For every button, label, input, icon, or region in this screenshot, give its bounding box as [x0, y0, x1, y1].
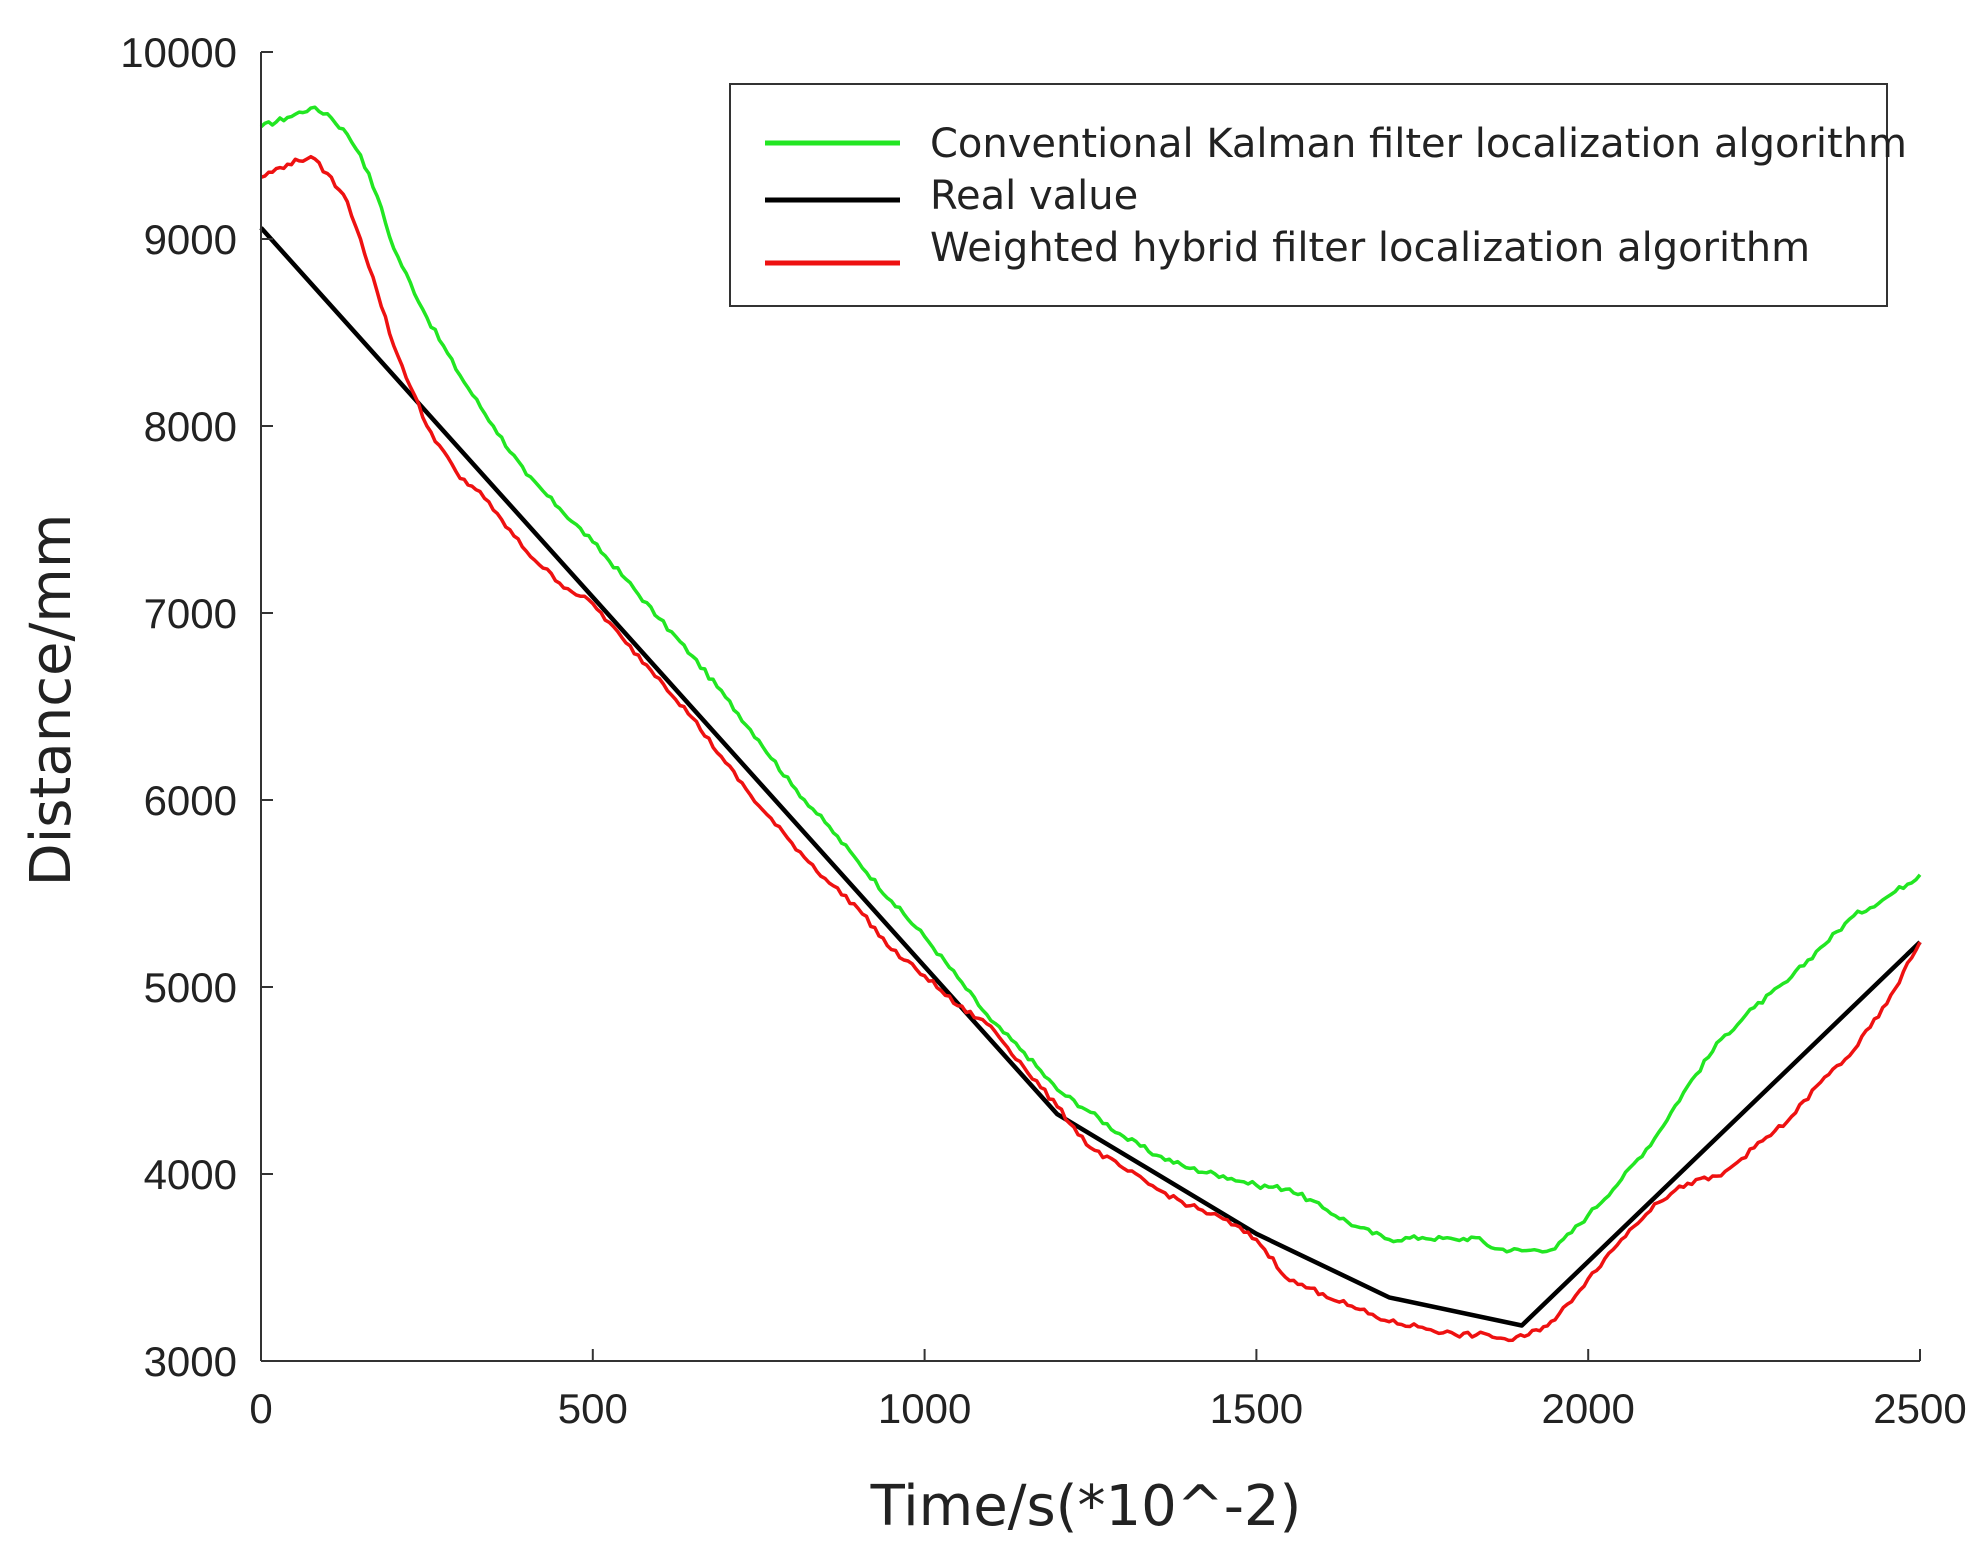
series-line-kalman: [259, 105, 1922, 1254]
legend-label-real: Real value: [930, 173, 1138, 219]
y-tick-label: 5000: [144, 964, 237, 1011]
x-tick-label: 2000: [1541, 1385, 1634, 1432]
tick-labels: 3000 4000 5000 6000 7000 8000 9000 10000 0 500 100…: [120, 29, 1967, 1432]
legend: Conventional Kalman filter localization …: [729, 83, 1907, 307]
series-line-hybrid: [260, 154, 1922, 1343]
x-tick-label: 0: [249, 1385, 272, 1432]
x-tick-label: 1500: [1210, 1385, 1303, 1432]
y-tick-label: 10000: [120, 29, 237, 76]
series-lines: [259, 105, 1922, 1343]
legend-label-kalman: Conventional Kalman filter localization …: [930, 121, 1907, 167]
y-axis-title: Distance/mm: [19, 514, 84, 887]
legend-label-hybrid: Weighted hybrid filter localization algo…: [930, 225, 1810, 271]
y-tick-label: 3000: [144, 1338, 237, 1385]
axes: [260, 51, 1921, 1362]
y-tick-label: 4000: [144, 1151, 237, 1198]
x-axis-title: Time/s(*10^-2): [870, 1474, 1302, 1539]
y-tick-label: 7000: [144, 590, 237, 637]
y-tick-label: 6000: [144, 777, 237, 824]
y-tick-label: 9000: [144, 216, 237, 263]
series-line-real: [259, 226, 1922, 1328]
legend-box: [729, 83, 1888, 307]
x-tick-label: 1000: [878, 1385, 971, 1432]
x-tick-label: 2500: [1873, 1385, 1966, 1432]
y-tick-label: 8000: [144, 403, 237, 450]
x-tick-label: 500: [558, 1385, 628, 1432]
